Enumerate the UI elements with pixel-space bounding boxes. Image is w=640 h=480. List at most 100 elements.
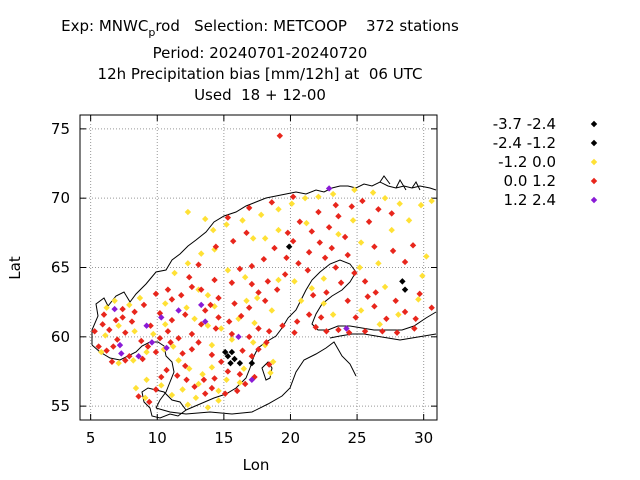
data-point: [372, 289, 379, 296]
data-point: [255, 289, 262, 296]
data-point: [199, 371, 206, 378]
data-point: [103, 304, 110, 311]
data-point: [224, 368, 232, 375]
data-point: [309, 292, 317, 299]
data-point: [335, 326, 342, 334]
data-point: [379, 328, 386, 335]
data-point: [264, 278, 272, 285]
data-point: [152, 290, 160, 298]
x-tick-label: 30: [414, 429, 433, 447]
data-point: [389, 247, 397, 255]
data-point: [229, 237, 237, 245]
data-point: [351, 269, 358, 277]
data-point: [263, 339, 270, 346]
data-point: [162, 300, 169, 307]
data-point: [231, 300, 238, 307]
title-line-3: 12h Precipitation bias [mm/12h] at 06 UT…: [97, 65, 423, 83]
data-point: [381, 194, 389, 202]
data-point: [359, 197, 366, 205]
data-point: [204, 404, 212, 411]
data-point: [239, 347, 246, 354]
data-point: [275, 206, 282, 213]
data-point: [188, 330, 196, 338]
data-point: [227, 359, 234, 367]
data-point: [388, 226, 395, 234]
coastline-jutland: [141, 387, 187, 419]
data-point: [349, 217, 357, 224]
data-point: [276, 132, 284, 139]
title-line-1: Exp: MNWCprod Selection: METCOOP 372 sta…: [0, 16, 520, 43]
data-point: [135, 353, 142, 360]
chart-title-block: Exp: MNWCprod Selection: METCOOP 372 sta…: [0, 16, 520, 106]
data-point: [248, 262, 256, 270]
data-point: [375, 260, 382, 267]
data-point: [183, 376, 190, 383]
data-point: [344, 297, 351, 304]
data-point: [184, 208, 192, 216]
data-point: [351, 186, 358, 194]
data-point: [285, 243, 293, 250]
data-point: [192, 394, 200, 402]
data-point: [344, 251, 351, 259]
data-point: [283, 254, 290, 261]
data-point: [183, 304, 190, 311]
data-point: [365, 218, 373, 225]
data-point: [265, 361, 273, 368]
data-point: [195, 339, 202, 346]
data-point: [143, 322, 150, 329]
coastline-norway-south: [91, 181, 437, 345]
data-point: [106, 326, 113, 334]
data-point: [202, 215, 209, 223]
data-points: [91, 132, 435, 411]
data-point: [405, 217, 413, 224]
data-point: [423, 253, 430, 260]
data-point: [301, 194, 309, 202]
data-point: [381, 283, 389, 291]
data-point: [401, 308, 409, 316]
data-point: [223, 221, 230, 228]
data-point: [228, 336, 236, 343]
data-point: [248, 359, 256, 367]
data-point: [251, 319, 258, 327]
data-point: [295, 260, 302, 267]
data-point: [361, 328, 369, 335]
data-point: [332, 201, 339, 209]
data-point: [241, 380, 249, 388]
data-point: [135, 393, 142, 400]
data-point: [100, 311, 108, 318]
data-point: [312, 323, 319, 331]
data-point: [228, 348, 236, 356]
data-point: [218, 325, 225, 332]
data-point: [110, 343, 117, 350]
data-point: [401, 258, 409, 266]
data-point: [268, 199, 276, 206]
data-point: [188, 346, 196, 353]
data-point: [150, 330, 157, 338]
data-point: [164, 286, 172, 293]
data-point: [208, 384, 216, 392]
data-point: [253, 294, 261, 302]
y-tick-label: 65: [51, 259, 70, 277]
data-point: [158, 314, 165, 321]
data-point: [208, 351, 216, 359]
data-point: [321, 254, 329, 261]
data-point: [142, 394, 149, 402]
data-point: [257, 211, 265, 219]
data-point: [341, 233, 349, 241]
data-point: [156, 335, 164, 342]
legend-label: 1.2 2.4: [504, 191, 556, 209]
coastline-estonia: [329, 333, 437, 341]
data-point: [255, 346, 262, 353]
data-point: [228, 330, 236, 338]
data-point: [369, 189, 377, 196]
data-point: [198, 286, 205, 293]
data-point: [108, 358, 116, 365]
data-point: [198, 301, 205, 309]
data-point: [168, 296, 176, 303]
data-point: [144, 343, 152, 350]
data-point: [329, 190, 337, 198]
data-point: [212, 325, 220, 332]
data-point: [119, 314, 126, 321]
data-point: [417, 201, 425, 209]
data-point: [356, 264, 363, 271]
